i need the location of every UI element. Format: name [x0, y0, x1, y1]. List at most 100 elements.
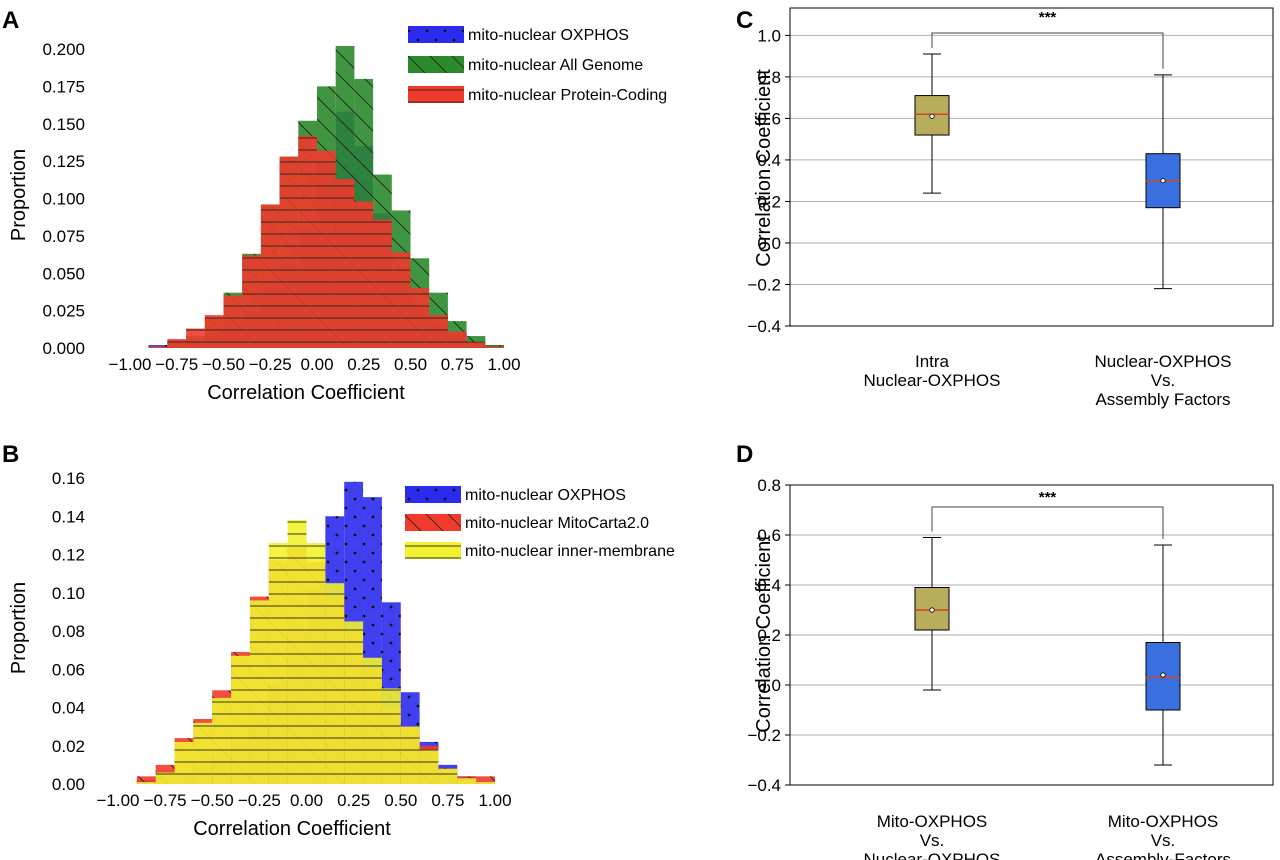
panel-a-xtick-2: −0.50: [202, 355, 245, 374]
panel-d-ytick-0: −0.4: [747, 776, 781, 795]
panel-b-xtick-8: 1.00: [478, 791, 511, 810]
panel-b-bar-hatch-s2-3: [193, 722, 213, 784]
panel-b-bar-hatch-s2-17: [457, 778, 477, 784]
panel-c-ytick-6: 0.8: [757, 68, 781, 87]
panel-a-bar-hatch-s2-10: [335, 179, 355, 348]
panel-a-bar-hatch-s2-2: [186, 328, 205, 348]
panel-b-xtick-5: 0.25: [337, 791, 370, 810]
panel-d-significance-label: ***: [1039, 489, 1057, 506]
panel-a-histogram: Correlation Coefficient Proportion −1.00…: [8, 26, 667, 404]
panel-b-bar-hatch-s2-2: [174, 741, 194, 784]
panel-a-bar-hatch-s2-15: [429, 315, 448, 348]
panel-a-bar-hatch-s2-7: [279, 156, 299, 348]
panel-letter-c: C: [736, 7, 753, 34]
panel-c-ytick-1: −0.2: [747, 275, 781, 294]
panel-d-mean-1: [1160, 672, 1166, 678]
panel-d-mean-0: [929, 607, 935, 613]
panel-a-ytick-8: 0.200: [42, 40, 85, 59]
panel-c-category-label-0-0: Intra: [915, 352, 950, 371]
panel-a-bar-hatch-s2-14: [410, 288, 430, 348]
panel-a-ytick-4: 0.100: [42, 190, 85, 209]
panel-c-ytick-7: 1.0: [757, 26, 781, 45]
panel-a-xtick-0: −1.00: [108, 355, 151, 374]
panel-d-category-label-0-0: Mito-OXPHOS: [877, 812, 988, 831]
panel-a-xlabel: Correlation Coefficient: [207, 382, 405, 404]
panel-a-xtick-1: −0.75: [155, 355, 198, 374]
panel-a-bar-hatch-s2-4: [223, 295, 243, 348]
panel-d-ytick-2: 0.0: [757, 676, 781, 695]
panel-b-bar-hatch-s2-10: [325, 583, 345, 784]
panel-c-ytick-5: 0.6: [757, 109, 781, 128]
panel-a-bar-hatch-s2-12: [373, 219, 392, 348]
panel-c-ytick-3: 0.2: [757, 192, 781, 211]
panel-b-bar-hatch-s2-11: [344, 621, 364, 784]
panel-c-category-label-1-1: Vs.: [1151, 371, 1176, 390]
panel-b-bar-hatch-s2-5: [231, 655, 250, 784]
panel-b-bar-hatch-s2-9: [306, 543, 326, 784]
panel-c-frame: [789, 7, 1274, 327]
panel-b-xtick-3: −0.25: [238, 791, 281, 810]
panel-b-legend-label-0: mito-nuclear OXPHOS: [465, 487, 626, 504]
panel-b-bar-hatch-s2-12: [363, 657, 382, 784]
panel-c-category-label-0-1: Nuclear-OXPHOS: [864, 371, 1001, 390]
panel-c-category-label-1-2: Assembly Factors: [1095, 390, 1230, 409]
panel-a-xtick-8: 1.00: [487, 355, 520, 374]
panel-a-ytick-3: 0.075: [42, 227, 85, 246]
panel-d-significance-bracket: [931, 506, 1164, 539]
panel-b-ytick-2: 0.04: [52, 699, 85, 718]
panel-b-ytick-3: 0.06: [52, 660, 85, 679]
panel-c-boxplot: Correlation Coefficient −0.4 −0.2 0.0 0.2 0.…: [747, 7, 1274, 409]
panel-d-boxplot: Correlation Coefficient −0.4 −0.2 0.0 0.2 0.…: [747, 476, 1274, 860]
panel-b-ytick-6: 0.12: [52, 546, 85, 565]
panel-a-bar-hatch-s2-5: [242, 255, 261, 348]
panel-c-ytick-0: −0.4: [747, 317, 781, 336]
panel-d-category-label-1-0: Mito-OXPHOS: [1108, 812, 1219, 831]
panel-c-mean-1: [1160, 178, 1166, 184]
panel-b-ytick-4: 0.08: [52, 622, 85, 641]
panel-a-ytick-5: 0.125: [42, 152, 85, 171]
panel-b-bar-hatch-s2-13: [381, 688, 401, 784]
panel-a-bar-hatch-s2-11: [354, 201, 374, 348]
panel-a-ytick-0: 0.000: [42, 339, 85, 358]
panel-a-ytick-2: 0.050: [42, 264, 85, 283]
panel-letter-d: D: [736, 441, 753, 468]
panel-b-ytick-7: 0.14: [52, 507, 85, 526]
panel-a-bar-hatch-s2-3: [204, 315, 224, 348]
panel-a-legend-swatch-hatch-0: [408, 26, 464, 43]
panel-b-legend-swatch-hatch-1: [405, 514, 461, 531]
panel-a-ytick-7: 0.175: [42, 77, 85, 96]
panel-b-bar-hatch-s2-14: [400, 726, 420, 784]
panel-a-ylabel: Proportion: [8, 149, 30, 241]
panel-letter-b: B: [2, 441, 19, 468]
panel-a-ytick-1: 0.025: [42, 302, 85, 321]
panel-b-bar-hatch-s2-4: [212, 697, 232, 784]
panel-a-legend-label-2: mito-nuclear Protein-Coding: [468, 87, 667, 104]
panel-b-bar-hatch-s2-8: [287, 520, 307, 784]
panel-d-category-label-1-1: Vs.: [1151, 831, 1176, 850]
panel-c-mean-0: [929, 113, 935, 119]
panel-b-bar-hatch-s1-18: [476, 776, 495, 784]
panel-a-xtick-5: 0.25: [347, 355, 380, 374]
panel-a-bar-hatch-s2-1: [167, 339, 187, 348]
panel-b-legend-label-1: mito-nuclear MitoCarta2.0: [465, 515, 649, 532]
panel-c-ytick-2: 0.0: [757, 234, 781, 253]
panel-b-xtick-7: 0.75: [431, 791, 464, 810]
panel-a-xtick-6: 0.50: [394, 355, 427, 374]
panel-b-xtick-1: −0.75: [144, 791, 187, 810]
panel-a-xtick-4: 0.00: [300, 355, 333, 374]
panel-b-xtick-2: −0.50: [191, 791, 234, 810]
panel-c-ylabel: Correlation Coefficient: [753, 69, 775, 267]
panel-c-significance-bracket: [931, 32, 1164, 69]
panel-d-ytick-6: 0.8: [757, 476, 781, 495]
panel-d-category-label-1-2: Assembly-Factors: [1095, 850, 1231, 860]
panel-b-bar-hatch-s2-1: [155, 772, 175, 784]
panel-a-bar-hatch-s2-17: [466, 342, 486, 348]
panel-b-ytick-1: 0.02: [52, 737, 85, 756]
panel-letter-a: A: [2, 7, 19, 34]
panel-d-ytick-1: −0.2: [747, 726, 781, 745]
panel-a-bar-hatch-s2-16: [447, 331, 467, 348]
panel-a-bar-hatch-s2-9: [317, 150, 336, 348]
panel-d-ytick-4: 0.4: [757, 576, 781, 595]
panel-a-xtick-7: 0.75: [441, 355, 474, 374]
